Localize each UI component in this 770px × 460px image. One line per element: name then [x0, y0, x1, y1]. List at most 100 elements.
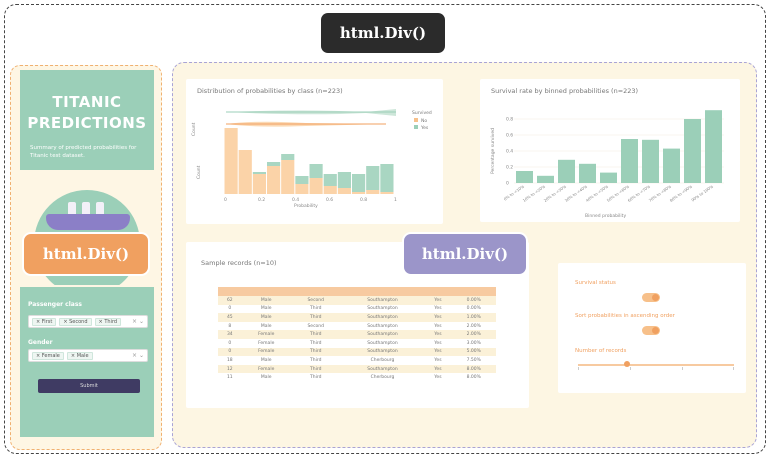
slider-tick: [682, 367, 683, 370]
ship-icon: [46, 214, 130, 230]
hist-bars: [224, 128, 394, 194]
table-cell: 0: [218, 304, 242, 314]
sort-toggle[interactable]: [642, 326, 660, 335]
table-cell: Cherbourg: [340, 356, 425, 365]
table-cell: Southampton: [340, 330, 425, 339]
hist-bar-no: [224, 128, 238, 194]
bar-y-tick: 0.6: [506, 133, 513, 139]
main-div-tag: html.Div(): [402, 232, 528, 276]
clear-icon[interactable]: ×: [131, 318, 137, 325]
hist-bar-yes: [309, 164, 323, 178]
table-cell: Yes: [424, 364, 452, 374]
table-cell: Third: [290, 364, 341, 374]
gender-chip-female[interactable]: × Female: [32, 351, 64, 360]
survival-bar: [705, 110, 722, 183]
chevron-down-icon[interactable]: ⌄: [138, 318, 144, 325]
table-cell: 8: [218, 321, 242, 331]
table-cell: Cherbourg: [340, 373, 425, 382]
bar-x-tick: 90% to 100%: [690, 184, 714, 203]
survival-bar-title: Survival rate by binned probabilities (n…: [491, 87, 639, 95]
table-row: 34 Female Third Southampton Yes 2.00%: [218, 330, 496, 339]
class-chip-second[interactable]: × Second: [59, 317, 92, 326]
hist-bar-no: [366, 190, 380, 194]
hist-ticks: 0 0.2 0.4 0.6 0.8 1: [224, 197, 397, 203]
hist-bar-yes: [366, 166, 380, 190]
table-cell: Second: [290, 321, 341, 331]
table-cell: Yes: [424, 330, 452, 339]
ship-funnel: [96, 202, 104, 216]
bar-xticks: 0% to <10%10% to <20%20% to <30%30% to <…: [503, 184, 715, 203]
table-cell: Yes: [424, 373, 452, 382]
records-header: [218, 287, 496, 296]
table-cell: 8.00%: [451, 364, 496, 374]
table-cell: Male: [241, 373, 291, 382]
chip-remove-icon[interactable]: ×: [36, 318, 41, 325]
chip-label: Second: [69, 318, 88, 325]
class-chip-third[interactable]: × Third: [94, 317, 122, 326]
table-cell: Third: [290, 313, 341, 322]
passenger-class-label: Passenger class: [28, 301, 82, 308]
table-cell: Yes: [424, 321, 452, 331]
slider-tick: [578, 367, 579, 370]
hist-bar-yes: [252, 172, 266, 174]
hist-bar-no: [309, 178, 323, 194]
hist-x-tick: 0.6: [326, 197, 333, 203]
bar-xlabel: Binned probability: [585, 213, 626, 219]
survival-status-toggle[interactable]: [642, 293, 660, 302]
sidebar-header: TITANIC PREDICTIONS Summary of predicted…: [20, 70, 154, 170]
table-cell: Southampton: [340, 347, 425, 357]
hist-x-tick: 0.8: [360, 197, 367, 203]
chip-remove-icon[interactable]: ×: [98, 318, 103, 325]
chip-remove-icon[interactable]: ×: [63, 318, 68, 325]
histogram-chart: Count Count Probability 0 0.2 0.4 0.6 0.8 1 S…: [191, 109, 432, 209]
submit-button[interactable]: Submit: [38, 379, 140, 393]
table-cell: Third: [290, 356, 341, 365]
class-chip-first[interactable]: × First: [32, 317, 57, 326]
table-cell: Third: [290, 304, 341, 314]
table-row: 62 Male Second Southampton Yes 0.00%: [218, 296, 496, 305]
table-cell: 2.00%: [451, 330, 496, 339]
passenger-class-select[interactable]: × First × Second × Third × ⌄: [28, 315, 148, 328]
app-subtitle: Summary of predicted probabilities for T…: [30, 145, 137, 159]
survival-status-label: Survival status: [575, 280, 616, 286]
table-row: 8 Male Second Southampton Yes 2.00%: [218, 321, 496, 331]
chip-remove-icon[interactable]: ×: [70, 352, 76, 359]
outer-container: [4, 4, 766, 454]
table-cell: 62: [218, 296, 242, 305]
table-cell: Female: [241, 338, 291, 348]
hist-bar-no: [323, 186, 337, 194]
gender-select[interactable]: × Female × Male × ⌄: [28, 349, 148, 362]
table-cell: 45: [218, 313, 242, 322]
table-cell: 0.00%: [451, 304, 496, 314]
survival-bar: [684, 119, 701, 183]
hist-xlabel: Probability: [294, 203, 318, 209]
table-cell: Female: [241, 347, 291, 357]
hist-bar-yes: [281, 154, 295, 160]
table-cell: 0: [218, 338, 242, 348]
hist-bar-no: [352, 192, 366, 194]
table-row: 18 Male Third Cherbourg Yes 7.50%: [218, 356, 496, 365]
hist-ylabel-bottom: Count: [196, 165, 202, 179]
legend-swatch-yes: [414, 125, 418, 129]
legend-swatch-no: [414, 118, 418, 122]
records-slider-track[interactable]: [578, 364, 734, 366]
clear-icon[interactable]: ×: [131, 352, 137, 359]
sort-label: Sort probabilities in ascending order: [575, 313, 675, 319]
bar-y-tick: 0: [506, 181, 509, 187]
table-cell: Yes: [424, 356, 452, 365]
table-cell: 18: [218, 356, 242, 365]
app-title: TITANIC PREDICTIONS: [20, 92, 154, 134]
table-row: 0 Male Third Southampton Yes 0.00%: [218, 304, 496, 314]
table-cell: 12: [218, 364, 242, 374]
bar-y-tick: 0.4: [506, 149, 513, 155]
survival-bar: [642, 139, 659, 183]
table-cell: Yes: [424, 304, 452, 314]
records-slider-handle[interactable]: [624, 361, 630, 367]
table-row: 11 Male Third Cherbourg Yes 8.00%: [218, 373, 496, 382]
hist-bar-no: [337, 188, 351, 194]
controls-card: Survival status Sort probabilities in as…: [558, 263, 746, 393]
chip-remove-icon[interactable]: ×: [36, 352, 41, 359]
chevron-down-icon[interactable]: ⌄: [138, 352, 144, 359]
table-cell: Male: [241, 313, 291, 322]
gender-chip-male[interactable]: × Male: [66, 351, 93, 360]
